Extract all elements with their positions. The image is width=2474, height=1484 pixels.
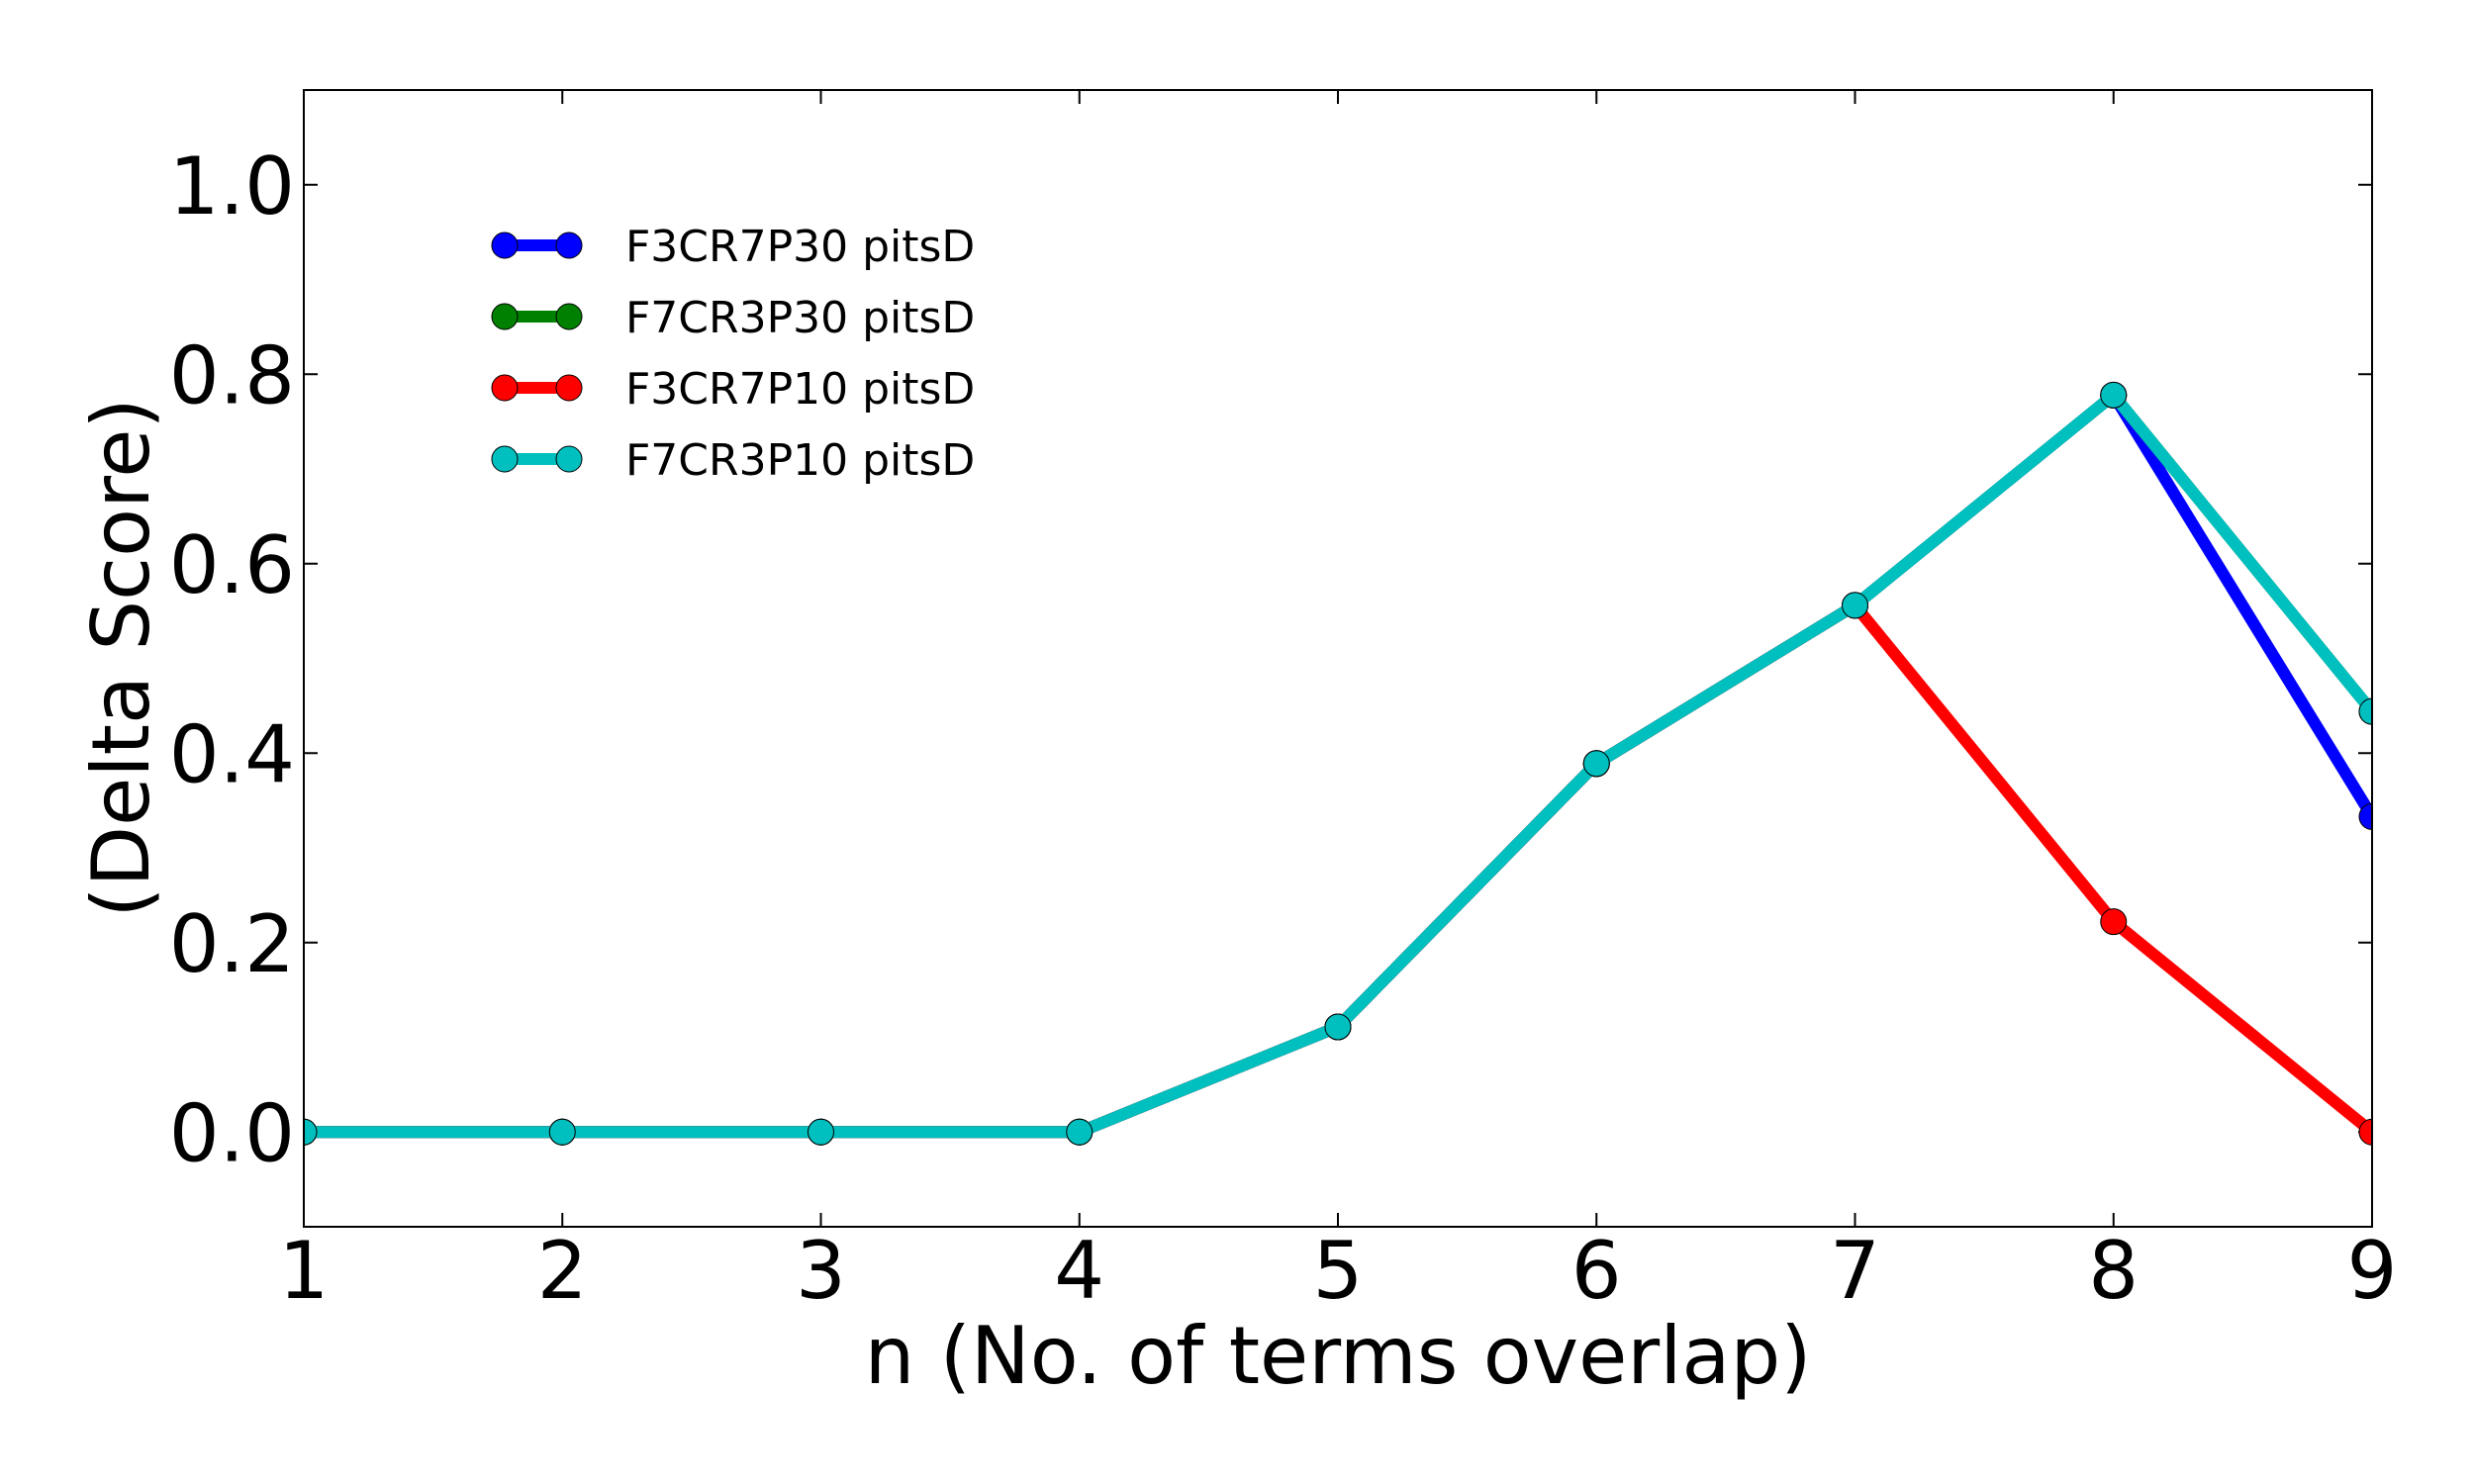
legend-marker-f3cr7p30-pitsd bbox=[555, 232, 583, 259]
data-point-f7cr3p10-pitsd bbox=[1582, 750, 1610, 778]
legend: F3CR7P30 pitsD F7CR3P30 pitsD F3CR7P10 pit… bbox=[491, 222, 975, 486]
y-tick-label: 0.8 bbox=[169, 329, 295, 421]
data-point-f7cr3p10-pitsd bbox=[1066, 1118, 1094, 1146]
x-tick-label: 6 bbox=[1571, 1225, 1622, 1317]
legend-label-f3cr7p10-pitsd: F3CR7P10 pitsD bbox=[625, 364, 975, 415]
legend-marker-f7cr3p30-pitsd bbox=[491, 303, 519, 330]
y-axis-title: (Delta Score) bbox=[75, 398, 167, 917]
x-tick-label: 7 bbox=[1830, 1225, 1880, 1317]
legend-marker-f3cr7p10-pitsd bbox=[555, 374, 583, 402]
data-point-f7cr3p10-pitsd bbox=[1324, 1013, 1352, 1041]
y-tick-label: 0.4 bbox=[169, 708, 295, 800]
x-tick-label: 8 bbox=[2088, 1225, 2139, 1317]
data-point-f3cr7p30-pitsd bbox=[2358, 802, 2372, 830]
data-point-f7cr3p10-pitsd bbox=[808, 1118, 834, 1146]
plot-frame bbox=[303, 89, 2373, 1228]
y-tick-label: 0.2 bbox=[169, 898, 295, 990]
y-tick-label: 1.0 bbox=[169, 140, 295, 232]
legend-marker-f3cr7p10-pitsd bbox=[491, 374, 519, 402]
x-tick-label: 1 bbox=[279, 1225, 330, 1317]
data-point-f7cr3p10-pitsd bbox=[548, 1118, 576, 1146]
x-tick-label: 4 bbox=[1054, 1225, 1104, 1317]
legend-marker-f3cr7p30-pitsd bbox=[491, 232, 519, 259]
legend-label-f7cr3p10-pitsd: F7CR3P10 pitsD bbox=[625, 435, 975, 486]
x-axis-title: n (No. of terms overlap) bbox=[865, 1310, 1812, 1402]
x-tick-label: 9 bbox=[2347, 1225, 2398, 1317]
legend-marker-f7cr3p10-pitsd bbox=[555, 445, 583, 473]
y-tick-label: 0.0 bbox=[169, 1087, 295, 1179]
y-tick-label: 0.6 bbox=[169, 519, 295, 611]
legend-marker-f7cr3p10-pitsd bbox=[491, 445, 519, 473]
legend-marker-f7cr3p30-pitsd bbox=[555, 303, 583, 330]
x-tick-label: 2 bbox=[537, 1225, 588, 1317]
x-tick-label: 5 bbox=[1313, 1225, 1364, 1317]
data-point-f7cr3p10-pitsd bbox=[2100, 381, 2128, 409]
data-point-f7cr3p10-pitsd bbox=[2358, 697, 2372, 725]
data-point-f3cr7p10-pitsd bbox=[2100, 908, 2128, 936]
data-point-f7cr3p10-pitsd bbox=[304, 1118, 318, 1146]
x-tick-label: 3 bbox=[796, 1225, 846, 1317]
legend-label-f7cr3p30-pitsd: F7CR3P30 pitsD bbox=[625, 293, 975, 343]
legend-label-f3cr7p30-pitsd: F3CR7P30 pitsD bbox=[625, 222, 975, 272]
data-point-f7cr3p10-pitsd bbox=[1842, 592, 1868, 619]
data-point-f3cr7p10-pitsd bbox=[2358, 1118, 2372, 1146]
